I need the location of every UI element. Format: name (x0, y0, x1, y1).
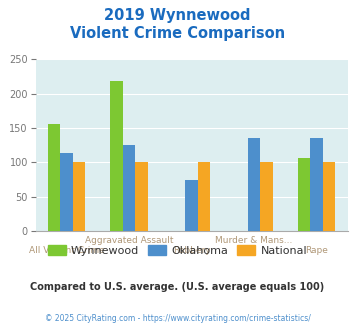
Bar (298, 157, 310, 231)
Legend: Wynnewood, Oklahoma, National: Wynnewood, Oklahoma, National (43, 241, 312, 260)
Text: 2019 Wynnewood: 2019 Wynnewood (104, 8, 251, 23)
Text: All Violent Crime: All Violent Crime (29, 246, 105, 255)
Bar (73, 162, 86, 231)
Bar (136, 162, 148, 231)
Text: Rape: Rape (305, 246, 328, 255)
Bar (248, 138, 261, 231)
Bar (198, 162, 211, 231)
Text: Violent Crime Comparison: Violent Crime Comparison (70, 26, 285, 41)
Text: Compared to U.S. average. (U.S. average equals 100): Compared to U.S. average. (U.S. average … (31, 282, 324, 292)
Bar (123, 145, 136, 231)
Bar (310, 138, 323, 231)
Text: Murder & Mans...: Murder & Mans... (215, 236, 293, 245)
Bar (60, 153, 73, 231)
Bar (110, 81, 123, 231)
Bar (185, 180, 198, 231)
Bar (48, 124, 60, 231)
Text: Robbery: Robbery (173, 246, 211, 255)
Bar (261, 162, 273, 231)
Text: Aggravated Assault: Aggravated Assault (85, 236, 174, 245)
Text: © 2025 CityRating.com - https://www.cityrating.com/crime-statistics/: © 2025 CityRating.com - https://www.city… (45, 314, 310, 323)
Bar (323, 162, 335, 231)
